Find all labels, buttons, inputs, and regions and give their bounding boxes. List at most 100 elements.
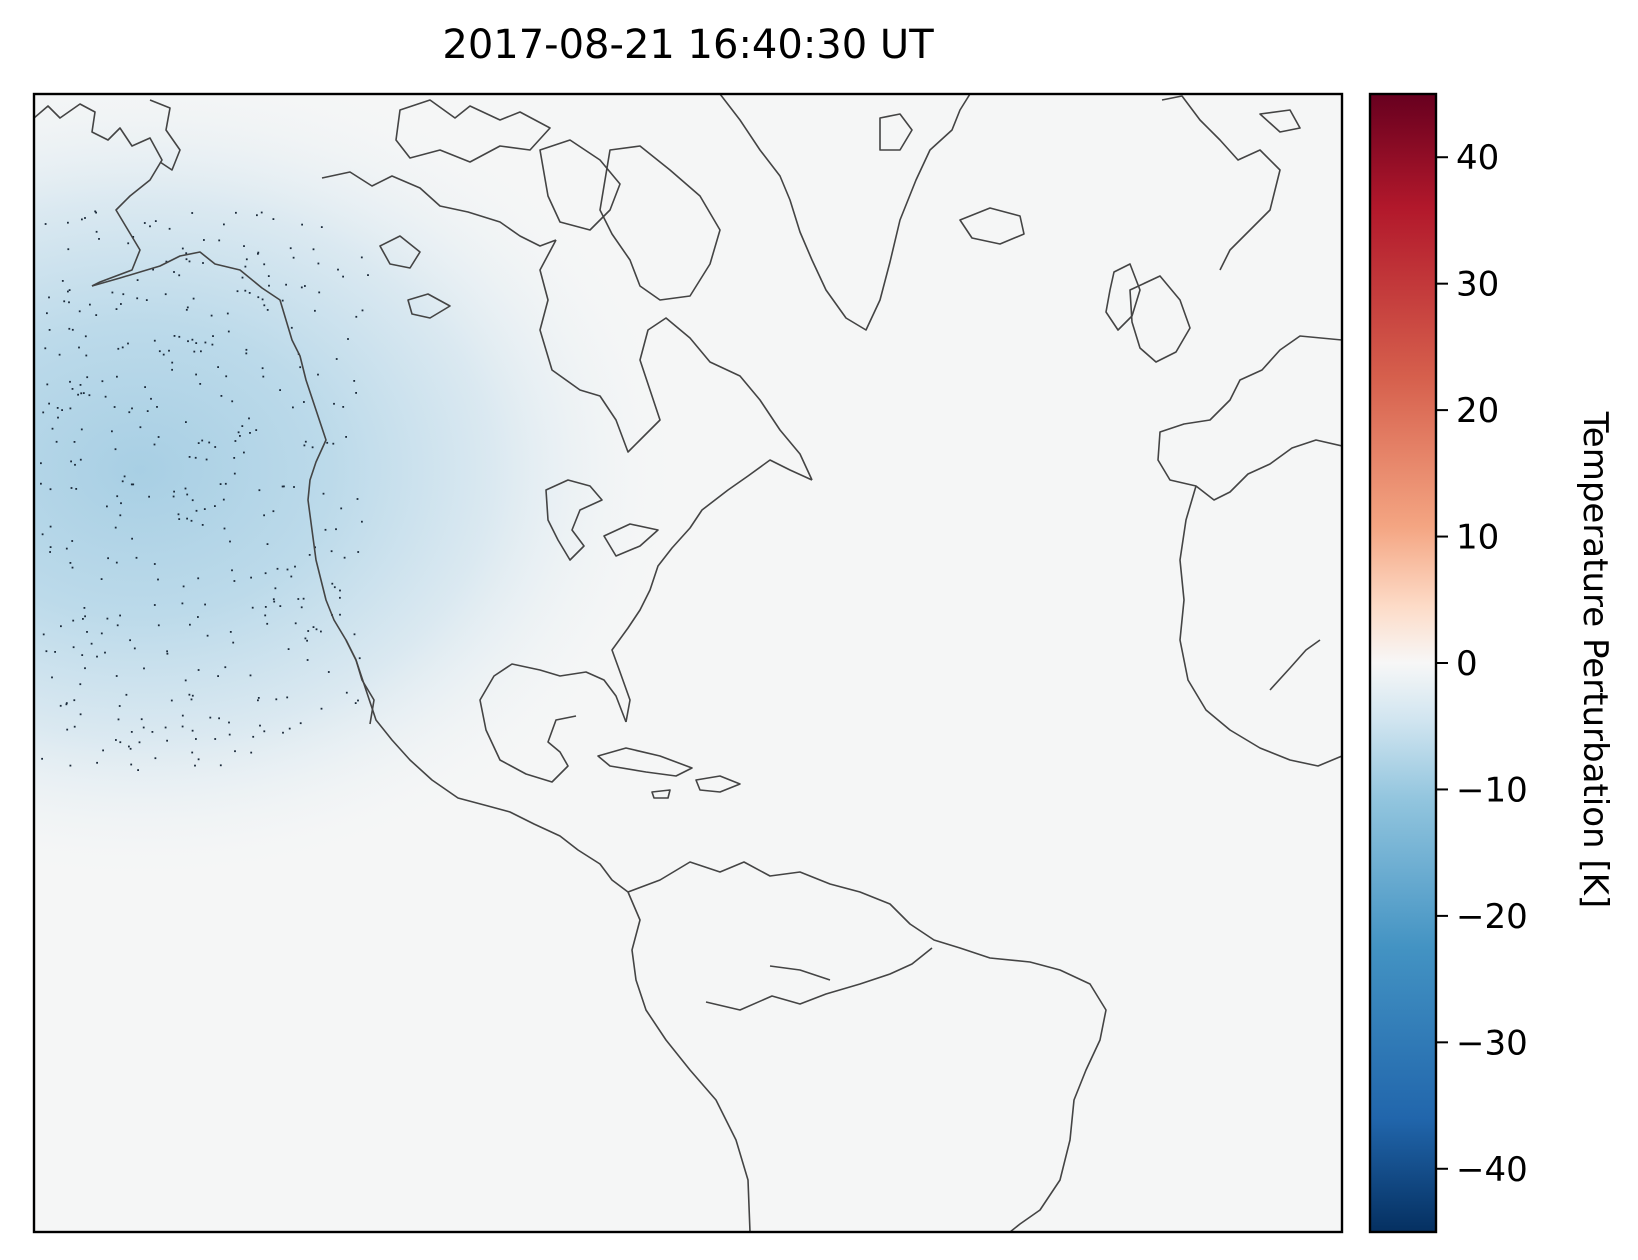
- speckle-dot: [146, 410, 149, 412]
- speckle-dot: [333, 586, 336, 589]
- speckle-dot: [178, 335, 181, 338]
- speckle-dot: [190, 519, 193, 522]
- speckle-dot: [132, 483, 135, 486]
- speckle-dot: [51, 676, 53, 679]
- speckle-dot: [54, 651, 56, 653]
- speckle-dot: [166, 652, 169, 655]
- speckle-dot: [63, 300, 66, 303]
- speckle-dot: [197, 758, 200, 761]
- speckle-dot: [320, 707, 323, 710]
- speckle-dot: [276, 567, 279, 570]
- speckle-dot: [116, 624, 119, 627]
- speckle-dot: [157, 578, 159, 581]
- speckle-dot: [195, 373, 197, 376]
- speckle-dot: [199, 383, 202, 385]
- speckle-dot: [130, 731, 133, 733]
- speckle-dot: [111, 291, 114, 294]
- speckle-dot: [233, 457, 236, 459]
- colorbar-tick-label: −10: [1456, 770, 1528, 810]
- speckle-dot: [59, 704, 62, 707]
- speckle-dot: [102, 749, 104, 752]
- speckle-dot: [127, 342, 129, 345]
- speckle-dot: [171, 361, 174, 364]
- speckle-dot: [257, 251, 260, 254]
- speckle-dot: [208, 441, 211, 444]
- speckle-dot: [41, 757, 43, 760]
- speckle-dot: [307, 630, 310, 632]
- speckle-dot: [191, 751, 194, 754]
- speckle-dot: [49, 551, 51, 553]
- speckle-dot: [140, 718, 143, 721]
- speckle-dot: [217, 675, 219, 677]
- speckle-dot: [244, 289, 247, 292]
- speckle-dot: [304, 440, 307, 443]
- speckle-dot: [234, 440, 237, 442]
- speckle-dot: [142, 726, 145, 729]
- speckle-dot: [197, 577, 200, 580]
- speckle-dot: [299, 722, 302, 725]
- speckle-dot: [98, 238, 100, 240]
- speckle-dot: [186, 517, 188, 520]
- colorbar-tick-label: 0: [1456, 644, 1478, 684]
- speckle-dot: [345, 691, 348, 694]
- speckle-dot: [95, 230, 98, 233]
- speckle-dot: [78, 310, 81, 313]
- speckle-dot: [77, 393, 79, 396]
- speckle-dot: [194, 456, 197, 459]
- speckle-dot: [100, 578, 103, 580]
- speckle-dot: [151, 731, 154, 733]
- speckle-dot: [128, 411, 131, 414]
- speckle-dot: [228, 721, 230, 724]
- speckle-dot: [153, 604, 156, 606]
- speckle-dot: [248, 417, 250, 420]
- speckle-dot: [181, 247, 184, 250]
- colorbar-ticks: 40 30 20 10 0 −10 −20 −30 −40: [1436, 138, 1528, 1190]
- speckle-dot: [340, 507, 343, 510]
- speckle-dot: [361, 309, 364, 312]
- speckle-dot: [40, 482, 42, 485]
- speckle-dot: [227, 330, 230, 333]
- speckle-dot: [315, 628, 318, 631]
- speckle-dot: [292, 256, 295, 259]
- speckle-dot: [111, 430, 113, 433]
- speckle-dot: [339, 613, 341, 616]
- speckle-dot: [78, 346, 80, 349]
- speckle-dot: [245, 352, 248, 355]
- speckle-dot: [195, 509, 198, 512]
- speckle-dot: [65, 703, 68, 706]
- speckle-dot: [113, 406, 116, 408]
- speckle-dot: [347, 338, 349, 340]
- speckle-dot: [245, 348, 248, 351]
- speckle-dot: [250, 576, 252, 579]
- speckle-dot: [195, 738, 197, 740]
- speckle-dot: [210, 314, 213, 317]
- speckle-dot: [181, 714, 184, 717]
- speckle-dot: [339, 596, 341, 599]
- speckle-dot: [224, 666, 227, 669]
- speckle-dot: [318, 291, 321, 294]
- speckle-dot: [255, 429, 258, 431]
- speckle-dot: [251, 606, 254, 609]
- speckle-dot: [72, 619, 75, 622]
- speckle-dot: [245, 258, 248, 261]
- colorbar: 40 30 20 10 0 −10 −20 −30 −40: [1368, 92, 1528, 1234]
- speckle-dot: [144, 386, 146, 388]
- speckle-dot: [333, 402, 335, 405]
- speckle-dot: [48, 402, 50, 405]
- speckle-dot: [272, 510, 275, 513]
- speckle-dot: [353, 380, 356, 382]
- map-frame: [32, 92, 1344, 1234]
- speckle-dot: [121, 346, 124, 349]
- speckle-dot: [71, 328, 74, 331]
- speckle-dot: [263, 263, 266, 266]
- speckle-dot: [42, 411, 45, 414]
- speckle-dot: [69, 407, 72, 410]
- speckle-dot: [217, 366, 219, 368]
- speckle-dot: [164, 726, 167, 729]
- speckle-dot: [70, 460, 72, 463]
- speckle-dot: [200, 350, 202, 353]
- speckle-dot: [84, 615, 86, 618]
- colorbar-tick-label: 30: [1456, 265, 1499, 305]
- speckle-dot: [67, 248, 70, 251]
- speckle-dot: [115, 675, 118, 677]
